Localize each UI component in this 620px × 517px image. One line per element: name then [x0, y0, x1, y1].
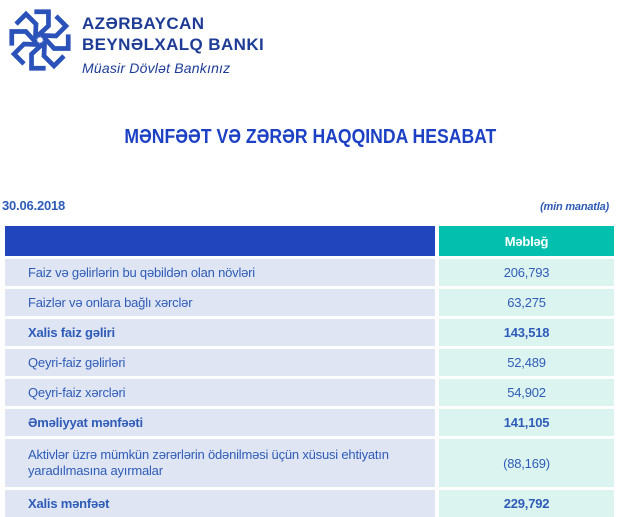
table-body: Faiz və gəlirlərin bu qəbildən olan növl…	[5, 259, 614, 517]
table-header-amount-cell: Məbləğ	[439, 226, 614, 256]
report-date: 30.06.2018	[2, 198, 66, 213]
unit-note: (min manatla)	[540, 201, 609, 213]
row-label-cell: Qeyri-faiz gəlirləri	[5, 349, 435, 376]
row-label-cell: Xalis mənfəət	[5, 490, 435, 517]
row-value-cell: 52,489	[439, 349, 614, 376]
row-value: 52,489	[507, 355, 546, 370]
row-label-cell: Faiz və gəlirlərin bu qəbildən olan növl…	[5, 259, 435, 286]
brand-name-line1: AZƏRBAYCAN	[82, 14, 205, 33]
table-row: Faizlər və onlara bağlı xərclər 63,275	[5, 289, 614, 316]
row-label-cell: Faizlər və onlara bağlı xərclər	[5, 289, 435, 316]
row-value-cell: 229,792	[439, 490, 614, 517]
row-label: Aktivlər üzrə mümkün zərərlərin ödənilmə…	[28, 447, 389, 478]
brand-header: AZƏRBAYCAN BEYNƏLXALQ BANKI Müasir Dövlə…	[8, 8, 264, 76]
profit-loss-table: Məbləğ Faiz və gəlirlərin bu qəbildən ol…	[5, 226, 614, 517]
row-value-cell: 54,902	[439, 379, 614, 406]
row-label: Əməliyyat mənfəəti	[28, 414, 143, 430]
page-title-text: MƏNFƏƏT VƏ ZƏRƏR HAQQINDA HESABAT	[124, 126, 496, 148]
table-row: Xalis faiz gəliri 143,518	[5, 319, 614, 346]
row-value: 141,105	[503, 415, 550, 430]
table-row: Qeyri-faiz xərcləri 54,902	[5, 379, 614, 406]
row-value-cell: (88,169)	[439, 439, 614, 487]
row-value: 63,275	[507, 295, 546, 310]
table-row: Əməliyyat mənfəəti 141,105	[5, 409, 614, 436]
row-label: Faiz və gəlirlərin bu qəbildən olan növl…	[28, 264, 255, 280]
row-label-cell: Xalis faiz gəliri	[5, 319, 435, 346]
row-value-cell: 143,518	[439, 319, 614, 346]
row-label-cell: Qeyri-faiz xərcləri	[5, 379, 435, 406]
table-row: Aktivlər üzrə mümkün zərərlərin ödənilmə…	[5, 439, 614, 487]
table-row: Faiz və gəlirlərin bu qəbildən olan növl…	[5, 259, 614, 286]
row-value: (88,169)	[503, 455, 550, 471]
table-row: Xalis mənfəət 229,792	[5, 490, 614, 517]
brand-text: AZƏRBAYCAN BEYNƏLXALQ BANKI Müasir Dövlə…	[82, 8, 264, 76]
row-value-cell: 63,275	[439, 289, 614, 316]
row-value: 143,518	[503, 325, 550, 340]
row-label: Qeyri-faiz xərcləri	[28, 384, 126, 400]
row-label: Xalis mənfəət	[28, 495, 110, 511]
row-value: 229,792	[503, 496, 550, 511]
brand-tagline: Müasir Dövlət Bankınız	[82, 60, 231, 76]
row-label-cell: Əməliyyat mənfəəti	[5, 409, 435, 436]
row-value: 206,793	[503, 265, 550, 280]
brand-name-line2: BEYNƏLXALQ BANKI	[82, 35, 265, 54]
row-label: Qeyri-faiz gəlirləri	[28, 354, 126, 370]
row-label: Faizlər və onlara bağlı xərclər	[28, 294, 193, 310]
row-label: Xalis faiz gəliri	[28, 324, 115, 340]
row-value-cell: 141,105	[439, 409, 614, 436]
row-value-cell: 206,793	[439, 259, 614, 286]
knot-star-icon	[9, 9, 71, 71]
table-header-label-cell	[5, 226, 435, 256]
page-title: MƏNFƏƏT VƏ ZƏRƏR HAQQINDA HESABAT	[0, 126, 620, 149]
table-row: Qeyri-faiz gəlirləri 52,489	[5, 349, 614, 376]
meta-row: 30.06.2018 (min manatla)	[2, 198, 609, 213]
row-value: 54,902	[507, 385, 546, 400]
row-label-cell: Aktivlər üzrə mümkün zərərlərin ödənilmə…	[5, 439, 435, 487]
table-header-row: Məbləğ	[5, 226, 614, 256]
